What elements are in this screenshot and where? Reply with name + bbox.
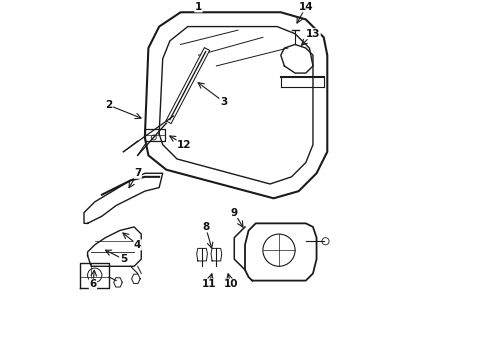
Text: 6: 6 — [89, 279, 97, 289]
Text: 4: 4 — [134, 240, 141, 250]
Text: 9: 9 — [231, 208, 238, 218]
Text: 5: 5 — [120, 254, 127, 264]
Text: 14: 14 — [298, 2, 313, 12]
Text: 7: 7 — [134, 168, 141, 178]
Text: 11: 11 — [202, 279, 217, 289]
Text: 10: 10 — [223, 279, 238, 289]
Text: 13: 13 — [306, 29, 320, 39]
Text: 12: 12 — [177, 140, 192, 150]
Text: 8: 8 — [202, 222, 209, 232]
Text: 2: 2 — [105, 100, 113, 110]
Text: 3: 3 — [220, 97, 227, 107]
Text: 1: 1 — [195, 2, 202, 12]
